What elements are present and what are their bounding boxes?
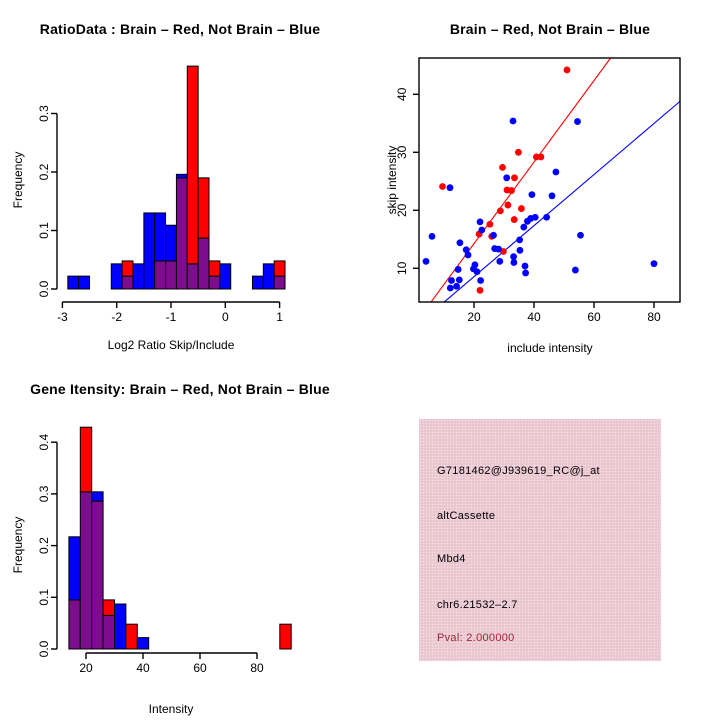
panel-gene-intensity-histogram: 0.0 0.1 0.2 0.3 0.4 20 40 60 80 Gene Itensity: B…	[0, 360, 360, 720]
panel-intensity-scatter: 20 40 60 80 10 20 30 40 Brain – Red, Not Brain …	[360, 0, 720, 360]
scatter-xlabel: include intensity	[507, 341, 593, 355]
svg-text:40: 40	[136, 661, 150, 675]
svg-text:0.1: 0.1	[37, 222, 51, 239]
gene-info-location: chr6.21532–2.7	[437, 599, 518, 611]
svg-text:0.1: 0.1	[37, 589, 51, 606]
panel-gene-info: G7181462@J939619_RC@j_at altCassette Mbd…	[360, 360, 720, 720]
svg-text:20: 20	[467, 310, 481, 324]
svg-text:0.2: 0.2	[37, 537, 51, 554]
svg-text:0.4: 0.4	[37, 434, 51, 451]
svg-text:-1: -1	[166, 310, 177, 324]
plot-box	[418, 57, 681, 303]
gene-hist-ylabel: Frequency	[11, 516, 25, 574]
x-axis: -3 -2 -1 0 1	[57, 301, 283, 324]
data-points	[422, 66, 658, 294]
svg-text:0: 0	[222, 310, 229, 324]
x-axis: 20 40 60 80	[467, 302, 661, 324]
svg-text:60: 60	[193, 661, 207, 675]
y-axis: 0.0 0.1 0.2 0.3	[37, 105, 58, 297]
gene-info-box: G7181462@J939619_RC@j_at altCassette Mbd…	[419, 419, 661, 661]
svg-text:20: 20	[79, 661, 93, 675]
y-axis: 10 20 30 40	[395, 87, 419, 275]
scatter-title: Brain – Red, Not Brain – Blue	[449, 21, 651, 37]
histogram-bars	[68, 426, 292, 650]
svg-text:-3: -3	[57, 310, 68, 324]
gene-hist-title: Gene Itensity: Brain – Red, Not Brain – …	[30, 381, 330, 397]
svg-text:40: 40	[527, 310, 541, 324]
ratio-hist-ylabel: Frequency	[11, 151, 25, 209]
x-axis: 20 40 60 80	[79, 652, 264, 675]
y-axis: 0.0 0.1 0.2 0.3 0.4	[37, 434, 58, 657]
gene-info-pval: Pval: 2.000000	[437, 632, 515, 644]
gene-info-probe-id: G7181462@J939619_RC@j_at	[437, 465, 600, 477]
svg-text:1: 1	[276, 310, 283, 324]
histogram-bars	[67, 65, 286, 290]
svg-text:30: 30	[395, 145, 409, 159]
intensity-scatter-plot: 20 40 60 80 10 20 30 40	[395, 57, 681, 324]
svg-text:80: 80	[250, 661, 264, 675]
svg-text:0.3: 0.3	[37, 485, 51, 502]
ratio-histogram-plot: 0.0 0.1 0.2 0.3 -3 -2 -1 0 1	[37, 65, 286, 324]
fit-lines	[430, 57, 681, 303]
ratio-hist-title: RatioData : Brain – Red, Not Brain – Blu…	[39, 21, 321, 37]
ratio-hist-xlabel: Log2 Ratio Skip/Include	[107, 338, 235, 352]
gene-hist-xlabel: Intensity	[148, 702, 194, 716]
panel-ratio-histogram: 0.0 0.1 0.2 0.3 -3 -2 -1 0 1 RatioData : Brain –…	[0, 0, 360, 360]
gene-info-event-type: altCassette	[437, 510, 496, 522]
svg-text:60: 60	[587, 310, 601, 324]
svg-text:40: 40	[395, 87, 409, 101]
svg-text:0.0: 0.0	[37, 280, 51, 297]
svg-text:0.0: 0.0	[37, 640, 51, 657]
svg-text:80: 80	[647, 310, 661, 324]
svg-text:0.3: 0.3	[37, 105, 51, 122]
svg-text:-2: -2	[111, 310, 122, 324]
gene-intensity-histogram-plot: 0.0 0.1 0.2 0.3 0.4 20 40 60 80	[37, 426, 292, 675]
svg-text:0.2: 0.2	[37, 163, 51, 180]
gene-info-gene-name: Mbd4	[437, 553, 466, 565]
svg-text:20: 20	[395, 203, 409, 217]
svg-text:10: 10	[395, 261, 409, 275]
scatter-ylabel: skip intensity	[385, 145, 399, 215]
